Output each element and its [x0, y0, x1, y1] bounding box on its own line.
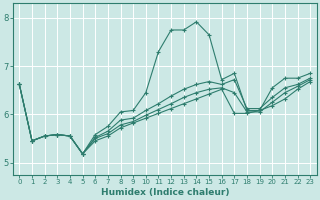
X-axis label: Humidex (Indice chaleur): Humidex (Indice chaleur) [100, 188, 229, 197]
